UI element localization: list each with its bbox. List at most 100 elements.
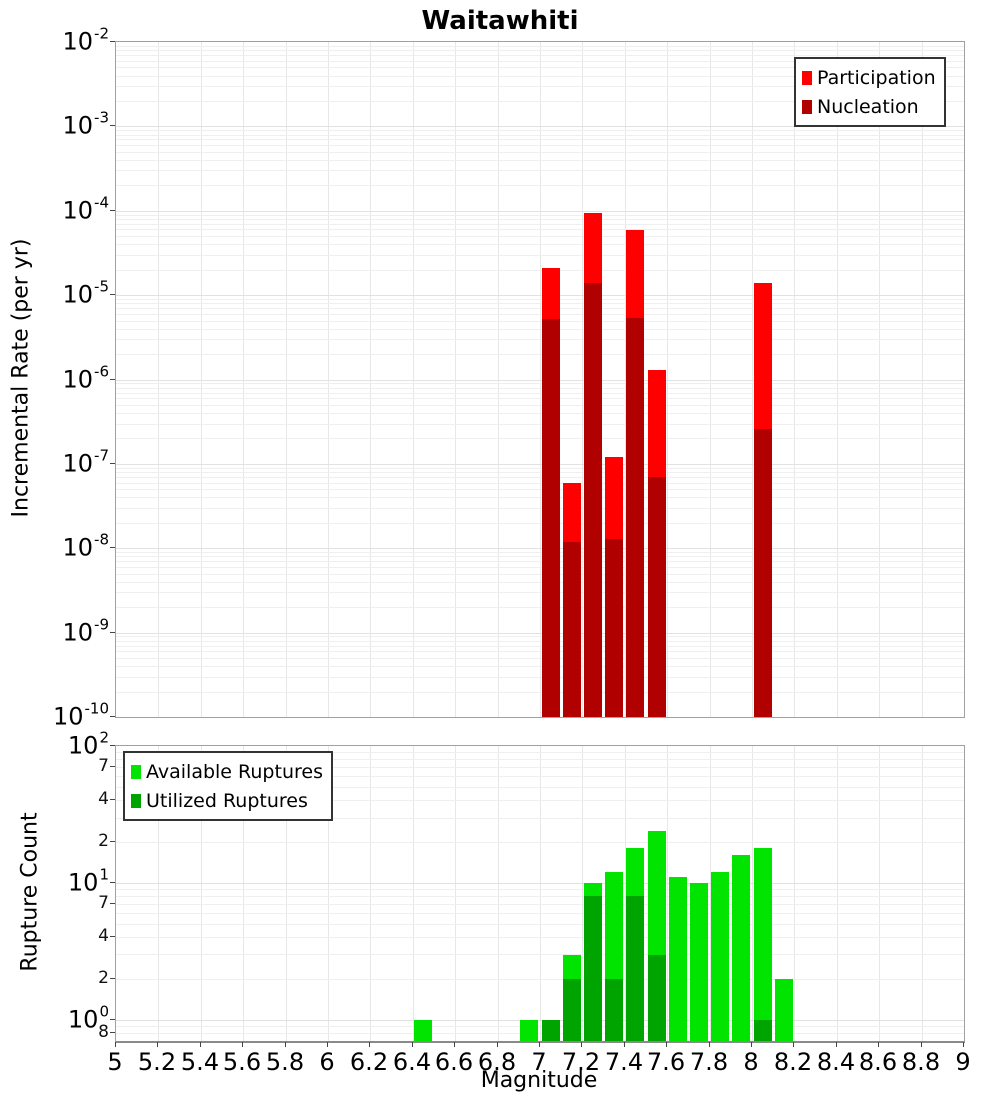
bar-available-ruptures (414, 1019, 433, 1041)
bar-utilized-ruptures (583, 896, 603, 1041)
bar-available-ruptures (732, 855, 751, 1041)
legend-item-nucleation: Nucleation (802, 92, 936, 121)
y-tick-label: 10-9 (62, 615, 109, 647)
y-tick-label: 101 (67, 865, 109, 897)
y-tick (110, 463, 115, 464)
y-tick-label: 2 (98, 831, 109, 851)
gridline-vertical (794, 42, 795, 717)
gridline-horizontal (116, 556, 964, 557)
gridline-vertical (328, 746, 329, 1041)
gridline-horizontal (116, 270, 964, 271)
y-tick-label: 100 (67, 1002, 109, 1034)
gridline-horizontal (116, 303, 964, 304)
x-tick (200, 1042, 201, 1047)
gridline-horizontal (116, 413, 964, 414)
y-tick (110, 978, 115, 979)
gridline-horizontal (116, 224, 964, 225)
x-tick-label: 6.6 (434, 1048, 474, 1076)
bar-utilized-ruptures (647, 954, 666, 1041)
gridline-horizontal (116, 329, 964, 330)
gridline-horizontal (116, 393, 964, 394)
legend-label: Participation (817, 66, 936, 89)
gridline-horizontal (116, 255, 964, 256)
gridline-horizontal (116, 185, 964, 186)
gridline-horizontal (116, 904, 964, 905)
gridline-horizontal (116, 651, 964, 652)
x-tick (921, 1042, 922, 1047)
gridline-horizontal (116, 76, 964, 77)
gridline-horizontal (116, 574, 964, 575)
gridline-vertical (455, 746, 456, 1041)
nucleation-swatch-icon (802, 99, 812, 114)
gridline-horizontal (116, 354, 964, 355)
participation-swatch-icon (802, 70, 812, 85)
gridline-vertical (286, 746, 287, 1041)
x-tick-label: 5.2 (137, 1048, 177, 1076)
gridline-horizontal (116, 170, 964, 171)
y-tick-label: 10-7 (62, 446, 109, 478)
gridline-vertical (540, 746, 541, 1041)
gridline-horizontal (116, 55, 964, 56)
gridline-horizontal (116, 50, 964, 51)
gridline-vertical (243, 746, 244, 1041)
y-tick (110, 41, 115, 42)
x-tick-label: 5.6 (222, 1048, 262, 1076)
y-tick-label: 10-10 (52, 699, 109, 731)
x-tick-label: 8.2 (773, 1048, 813, 1076)
gridline-vertical (201, 746, 202, 1041)
gridline-horizontal (116, 641, 964, 642)
x-tick-label: 7.6 (646, 1048, 686, 1076)
bar-available-ruptures (520, 1019, 539, 1041)
x-tick-label: 8 (743, 1048, 759, 1076)
y-tick (110, 1032, 115, 1033)
gridline-horizontal (116, 130, 964, 131)
bar-nucleation (541, 319, 560, 717)
gridline-horizontal (116, 954, 964, 955)
y-tick-label: 10-2 (62, 24, 109, 56)
gridline-horizontal (116, 567, 964, 568)
gridline-vertical (455, 42, 456, 717)
gridline-vertical (879, 746, 880, 1041)
y-tick (110, 903, 115, 904)
gridline-horizontal (116, 787, 964, 788)
gridline-horizontal (116, 548, 964, 549)
gridline-horizontal (116, 126, 964, 127)
bar-nucleation (562, 541, 581, 717)
gridline-horizontal (116, 86, 964, 87)
gridline-horizontal (116, 666, 964, 667)
gridline-horizontal (116, 398, 964, 399)
x-tick (836, 1042, 837, 1047)
gridline-horizontal (116, 800, 964, 801)
y-tick (110, 1019, 115, 1020)
gridline-horizontal (116, 339, 964, 340)
x-tick (327, 1042, 328, 1047)
y-tick (110, 936, 115, 937)
gridline-horizontal (116, 438, 964, 439)
gridline-horizontal (116, 67, 964, 68)
y-tick-label: 102 (67, 728, 109, 760)
y-tick-label: 4 (98, 926, 109, 946)
bar-utilized-ruptures (541, 1019, 560, 1041)
x-tick (369, 1042, 370, 1047)
gridline-horizontal (116, 477, 964, 478)
bar-utilized-ruptures (605, 978, 624, 1041)
x-tick-label: 9 (955, 1048, 971, 1076)
y-tick (110, 632, 115, 633)
x-tick-label: 5 (107, 1048, 123, 1076)
gridline-horizontal (116, 464, 964, 465)
x-tick (624, 1042, 625, 1047)
gridline-horizontal (116, 139, 964, 140)
x-tick-label: 6.8 (477, 1048, 517, 1076)
y-tick (110, 766, 115, 767)
y-tick (110, 882, 115, 883)
gridline-horizontal (116, 299, 964, 300)
bar-available-ruptures (774, 978, 793, 1041)
gridline-horizontal (116, 692, 964, 693)
x-tick (242, 1042, 243, 1047)
gridline-horizontal (116, 658, 964, 659)
y-tick-label: 10-5 (62, 277, 109, 309)
gridline-horizontal (116, 483, 964, 484)
gridline-horizontal (116, 236, 964, 237)
gridline-horizontal (116, 636, 964, 637)
x-tick (878, 1042, 879, 1047)
